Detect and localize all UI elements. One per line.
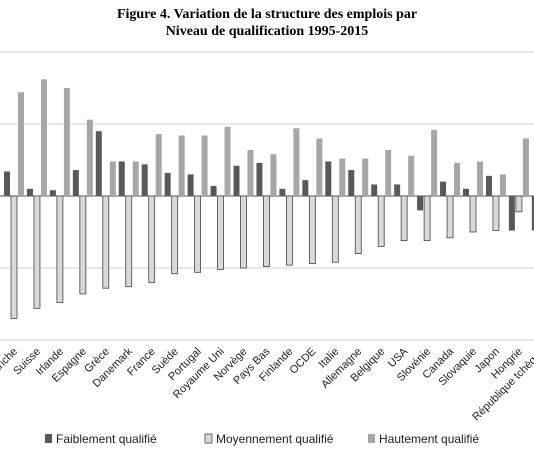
bar [515, 195, 523, 213]
bar [56, 195, 64, 303]
bar [279, 188, 286, 196]
legend-label: Faiblement qualifié [56, 432, 157, 446]
bar [354, 195, 362, 254]
bar [118, 161, 125, 196]
legend-swatch [368, 434, 375, 443]
bar [155, 134, 162, 196]
bar [132, 161, 139, 196]
bar [4, 171, 10, 196]
bar [164, 172, 171, 196]
bar [508, 196, 515, 231]
bar [79, 195, 87, 295]
bar [18, 92, 24, 196]
bar [178, 135, 185, 196]
bar [10, 195, 18, 319]
bar [270, 154, 277, 196]
bar [125, 195, 133, 288]
bar [499, 174, 506, 196]
bar [531, 196, 534, 231]
x-tick-label: OCDE [288, 346, 319, 377]
bar [331, 195, 339, 263]
bar [408, 155, 415, 196]
bar [302, 180, 309, 196]
bar [339, 158, 346, 196]
bar [463, 188, 469, 196]
bar [293, 128, 300, 196]
bar [477, 161, 483, 196]
bar [171, 195, 179, 275]
bar [95, 131, 102, 196]
bar [371, 184, 378, 196]
bar [485, 175, 492, 196]
bar [33, 195, 41, 309]
bar [256, 162, 263, 196]
legend-swatch [204, 433, 213, 444]
bar [233, 165, 240, 196]
bar [187, 174, 194, 196]
bar [49, 190, 56, 196]
bar [240, 195, 247, 269]
bar [454, 162, 461, 196]
bar [217, 195, 224, 270]
bar [72, 170, 79, 196]
legend-swatch [45, 434, 52, 443]
x-tick-label: République tchèque [470, 346, 534, 424]
bar [423, 195, 431, 242]
bar [377, 195, 385, 247]
bar [492, 195, 500, 231]
bar [325, 161, 332, 196]
bar [440, 181, 447, 196]
bar [148, 195, 156, 283]
bar [400, 195, 408, 242]
bar [431, 129, 438, 196]
legend-label: Moyennement qualifié [216, 432, 334, 446]
bar [308, 195, 316, 265]
bar [446, 195, 454, 239]
bar [63, 88, 70, 196]
bar [224, 126, 231, 196]
bar [385, 149, 392, 196]
bar [247, 149, 254, 196]
legend-label: Hautement qualifié [379, 432, 479, 446]
bar [201, 135, 208, 196]
bar [109, 161, 116, 196]
bar [417, 196, 424, 211]
bar [263, 195, 270, 267]
bar [40, 79, 47, 196]
bar [194, 195, 202, 273]
bar [141, 164, 148, 196]
bar [285, 195, 293, 266]
bar [316, 138, 323, 196]
chart-title: Figure 4. Variation de la structure des … [116, 7, 418, 39]
bar [469, 195, 477, 233]
bar [362, 158, 369, 196]
bar [348, 170, 355, 196]
bar [86, 119, 93, 196]
bar [210, 185, 217, 196]
bar [394, 184, 401, 196]
bar [102, 195, 110, 289]
bar [522, 138, 529, 196]
bar [26, 188, 33, 196]
